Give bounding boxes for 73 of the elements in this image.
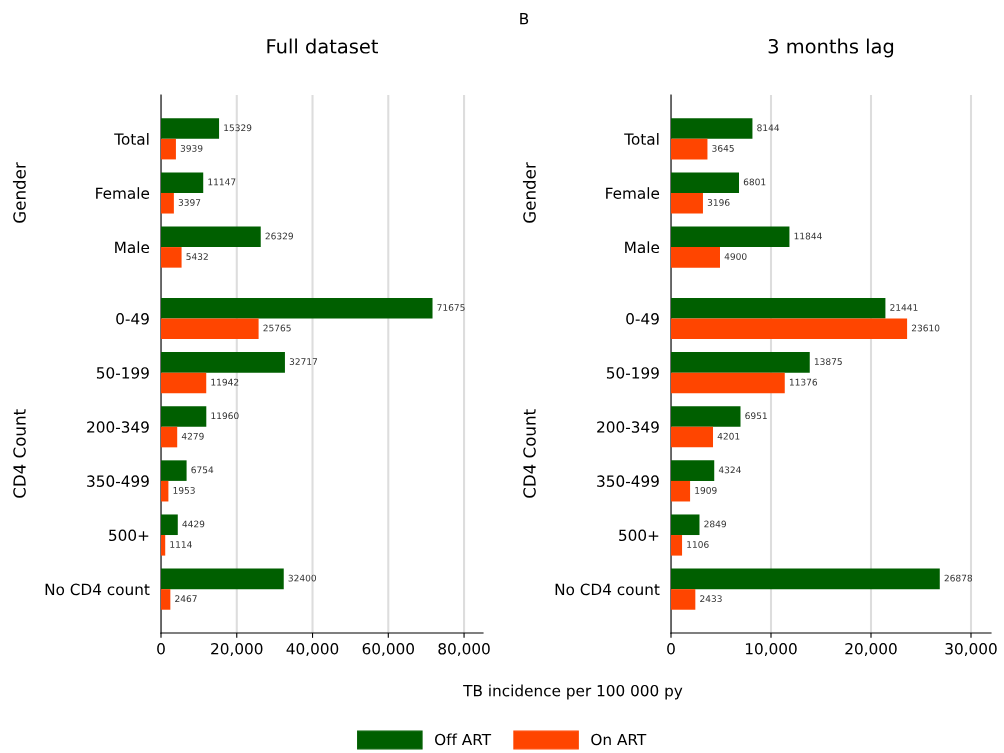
data-label: 71675 [437,304,465,311]
data-label: 6951 [745,412,767,420]
x-tick-label: 0 [667,642,675,655]
data-label: 4279 [181,432,204,440]
text: CD4 Count [523,409,536,498]
data-label: 3397 [178,199,201,206]
y-tick-label: Male [625,241,660,254]
data-label: 4900 [724,253,747,260]
x-tick-label: 40,000 [286,642,339,657]
y-tick-label: 500+ [619,529,659,542]
text: B [520,13,529,25]
data-label: 3645 [712,144,734,152]
data-label: 6754 [191,466,214,474]
y-tick-label: 200-349 [597,421,659,433]
data-label: 11844 [794,232,822,240]
data-label: 26878 [944,574,973,582]
data-label: 1953 [173,486,195,494]
x-tick-label: 0 [157,642,165,655]
x-tick-label: 20,000 [845,642,897,657]
data-label: 3939 [180,144,203,152]
y-tick-label: 50-199 [606,367,659,379]
legend-label: Off ART [435,733,492,746]
y-tick-label: No CD4 count [45,583,150,596]
y-tick-label: 50-199 [96,367,149,379]
data-label: 8144 [757,124,780,132]
data-label: 25765 [263,324,291,332]
y-tick-label: Total [624,133,659,145]
legend-label: On ART [591,733,647,746]
y-tick-label: 0-49 [626,313,659,325]
data-label: 2467 [175,595,197,603]
data-label: 11942 [211,378,239,386]
data-label: 4324 [718,466,741,474]
y-tick-label: 350-499 [87,475,149,487]
data-label: 1106 [687,541,709,548]
x-axis-title: TB incidence per 100 000 py [463,684,683,700]
y-tick-label: 0-49 [116,313,149,325]
data-label: 11147 [208,178,236,186]
y-tick-label: Female [606,187,660,199]
data-label: 1909 [695,486,717,494]
data-label: 11376 [789,378,818,386]
data-label: 23610 [911,324,940,332]
data-label: 1114 [170,541,192,548]
data-label: 13875 [814,358,842,365]
data-label: 32400 [288,574,317,582]
data-label: 4201 [717,432,740,440]
data-label: 4429 [182,520,205,528]
data-label: 32717 [289,358,318,365]
data-label: 21441 [890,304,918,311]
y-tick-label: 200-349 [87,421,149,433]
data-label: 2849 [704,520,726,528]
y-tick-label: 500+ [109,529,149,542]
x-tick-label: 30,000 [945,642,997,657]
y-tick-label: No CD4 count [555,583,660,596]
data-label: 26329 [265,232,293,240]
chart-title: 3 months lag [768,38,894,58]
y-tick-label: Female [96,187,150,199]
x-tick-label: 60,000 [362,642,415,657]
x-tick-label: 20,000 [211,642,263,657]
data-label: 15329 [224,124,252,132]
text: Gender [12,162,26,223]
x-tick-label: 10,000 [745,642,797,657]
y-tick-label: Total [114,133,149,145]
data-label: 3196 [707,199,730,206]
x-tick-label: 80,000 [438,642,490,657]
y-tick-label: 350-499 [597,475,659,487]
y-tick-label: Male [115,241,150,254]
chart-title: Full dataset [267,38,378,54]
text: Gender [522,162,536,223]
data-label: 2433 [700,595,722,603]
data-label: 5432 [186,253,208,260]
data-label: 11960 [211,412,239,420]
data-label: 6801 [743,178,766,186]
text: CD4 Count [13,409,26,498]
